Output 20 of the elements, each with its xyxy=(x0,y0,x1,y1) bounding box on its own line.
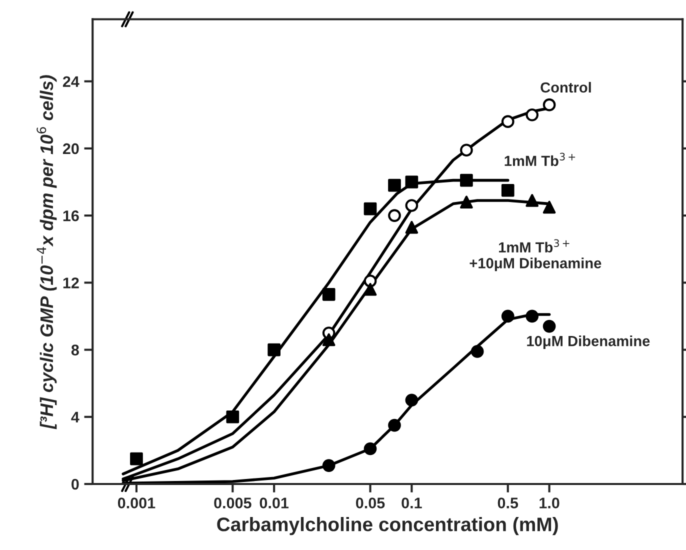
text: 1mM Tb$^{3+}$ +10μM Dibenamine xyxy=(470,239,602,272)
x-tick-label: 0.05 xyxy=(356,498,385,508)
x-tick-label: 0.1 xyxy=(402,498,422,508)
x-tick-label: 0.01 xyxy=(260,498,289,508)
y-tick-label: 8 xyxy=(71,344,79,356)
x-tick-label: 0.001 xyxy=(118,498,156,508)
series-label: 1mM Tb$^{3+}$ xyxy=(504,152,576,166)
y-tick-label: 16 xyxy=(63,210,79,222)
series-label: Control xyxy=(540,82,591,93)
y-tick-label: 12 xyxy=(63,278,79,288)
y-tick-label: 20 xyxy=(62,143,79,154)
x-tick-label: 0.005 xyxy=(214,498,252,508)
y-tick-label: 0 xyxy=(72,478,79,490)
y-axis-title: [³H] cyclic GMP (10$^{−4}$x dpm per 10$^{6}$ cells) xyxy=(36,75,57,430)
y-tick-label: 4 xyxy=(71,412,80,422)
x-axis-title: Carbamylcholine concentration (mM) xyxy=(217,516,558,536)
x-tick-label: 1.0 xyxy=(540,498,560,508)
series-label: 10μM Dibenamine xyxy=(527,336,650,350)
x-tick-label: 0.5 xyxy=(498,498,518,508)
y-tick-label: 24 xyxy=(62,76,80,87)
